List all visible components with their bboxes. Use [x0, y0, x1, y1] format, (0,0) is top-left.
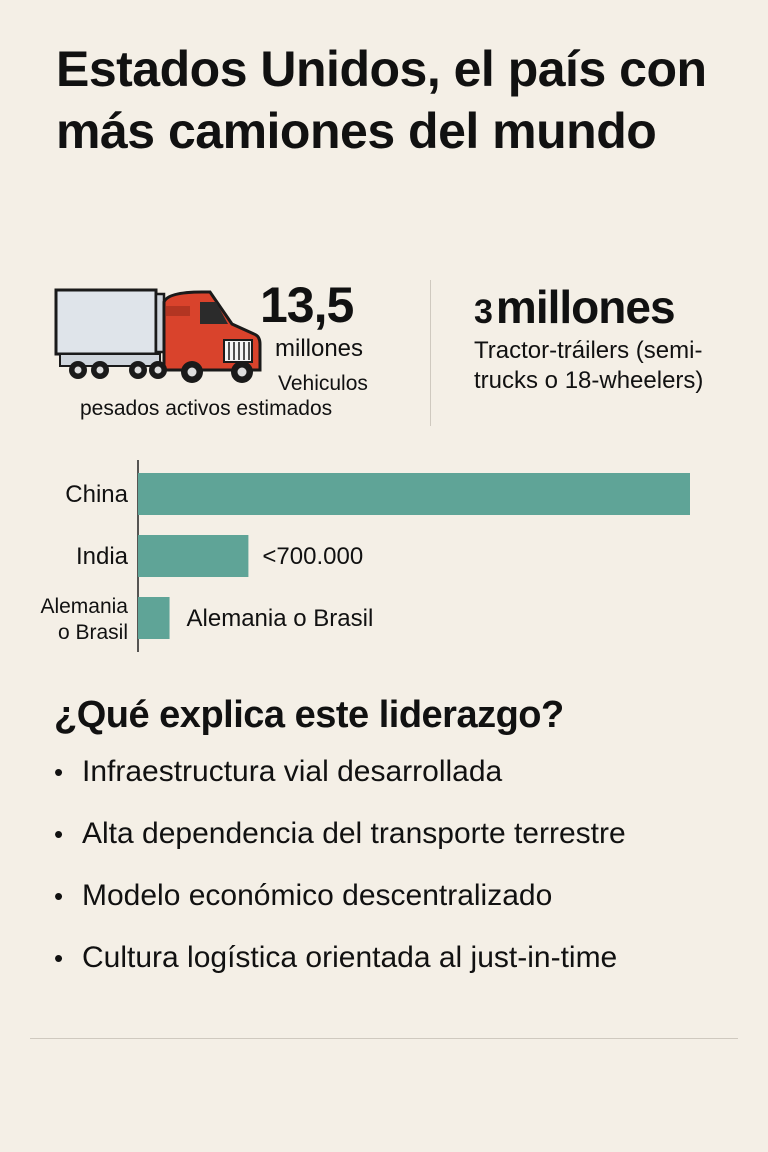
category-label: Alemania o Brasil — [40, 595, 128, 644]
list-item: • Modelo económico descentralizado — [54, 878, 626, 940]
data-label: Alemania o Brasil — [187, 605, 374, 632]
reason-text: Cultura logística orientada al just-in-t… — [82, 941, 618, 974]
bullet-icon: • — [54, 819, 64, 849]
question-heading: ¿Qué explica este liderazgo? — [54, 694, 564, 736]
page-title: Estados Unidos, el país con más camiones… — [56, 41, 707, 159]
list-item: • Infraestructura vial desarrollada — [54, 754, 626, 816]
heavy-vehicles-desc-line2: pesados activos estimados — [80, 397, 333, 420]
list-item: • Alta dependencia del transporte terrest… — [54, 816, 626, 878]
countries-bar-chart: China India <700.000 Alemania o Brasil Aleman… — [40, 460, 690, 652]
list-item: • Cultura logística orientada al just-in-… — [54, 940, 626, 1002]
data-label: <700.000 — [262, 543, 363, 570]
bullet-icon: • — [54, 881, 64, 911]
reason-text: Alta dependencia del transporte terrestr… — [82, 817, 626, 850]
bullet-icon: • — [54, 757, 64, 787]
category-label: China — [65, 481, 128, 508]
bar-2 — [138, 597, 170, 639]
heavy-vehicles-desc-line1: Vehiculos — [278, 372, 368, 395]
bar-1 — [138, 535, 249, 577]
heavy-vehicles-unit: millones — [275, 335, 364, 362]
tractor-trailers-value-unit: millones — [495, 281, 676, 333]
tractor-trailers-value-prefix: 3 — [474, 293, 493, 331]
reason-text: Infraestructura vial desarrollada — [82, 755, 503, 788]
bar-0 — [138, 473, 690, 515]
category-label: India — [76, 543, 129, 570]
heavy-vehicles-value: 13,5 — [260, 277, 354, 333]
reason-text: Modelo económico descentralizado — [82, 879, 553, 912]
reasons-list: • Infraestructura vial desarrollada • Alta… — [54, 754, 626, 1002]
truck-icon — [54, 288, 262, 383]
bullet-icon: • — [54, 943, 64, 973]
tractor-trailers-desc: Tractor-tráilers (semi-trucks o 18-wheel… — [474, 337, 704, 394]
stats-divider — [430, 280, 431, 426]
footer-divider — [30, 1038, 738, 1039]
tractor-trailers-value: 3millones — [474, 280, 676, 334]
